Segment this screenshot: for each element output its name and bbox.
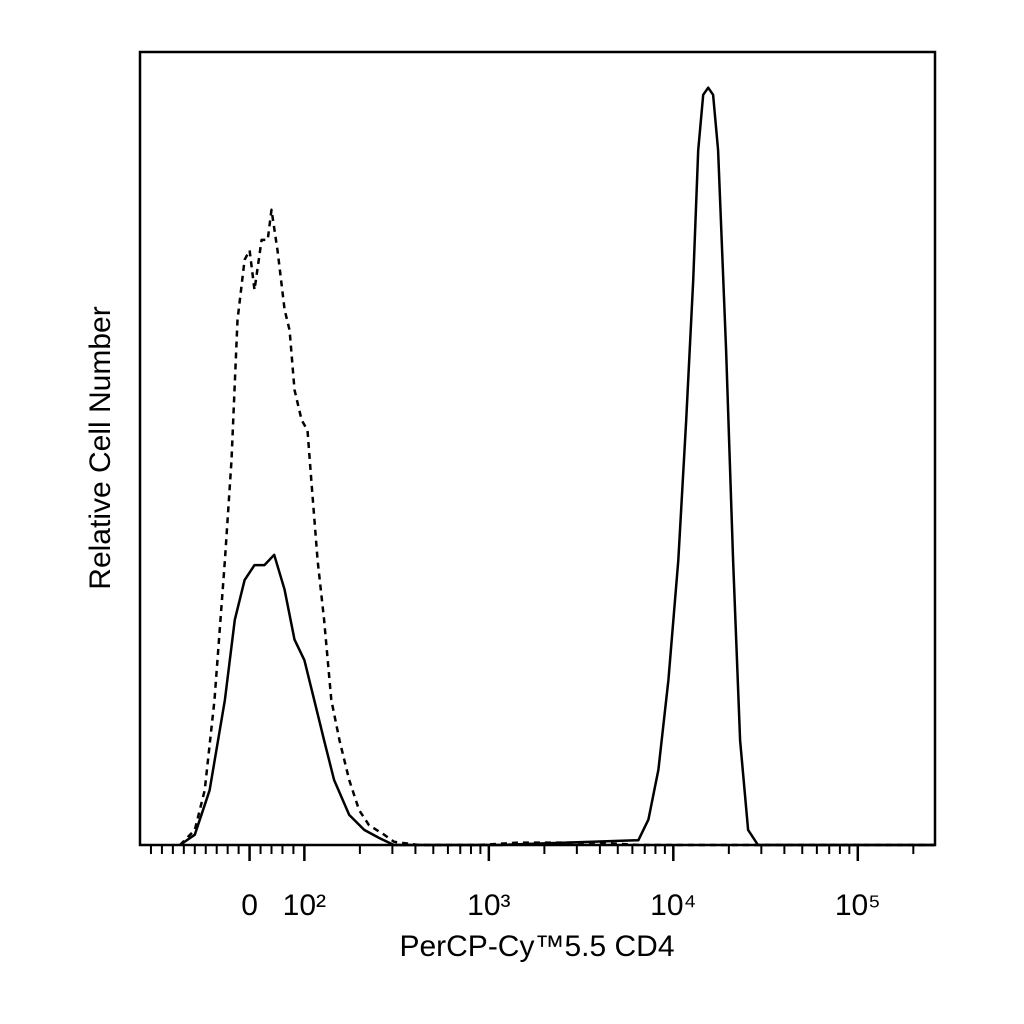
x-tick-label: 10⁴ (650, 889, 696, 922)
x-tick-label: 0 (241, 889, 258, 922)
x-tick-label: 10³ (467, 889, 510, 922)
histogram-line (179, 86, 935, 847)
x-axis-label: PerCP-Cy™5.5 CD4 (399, 930, 674, 963)
plot-frame (138, 50, 937, 847)
x-tick-label: 10⁵ (835, 889, 881, 922)
y-axis-label: Relative Cell Number (84, 306, 117, 589)
x-tick-label: 10² (283, 889, 326, 922)
histogram-line (179, 208, 935, 847)
